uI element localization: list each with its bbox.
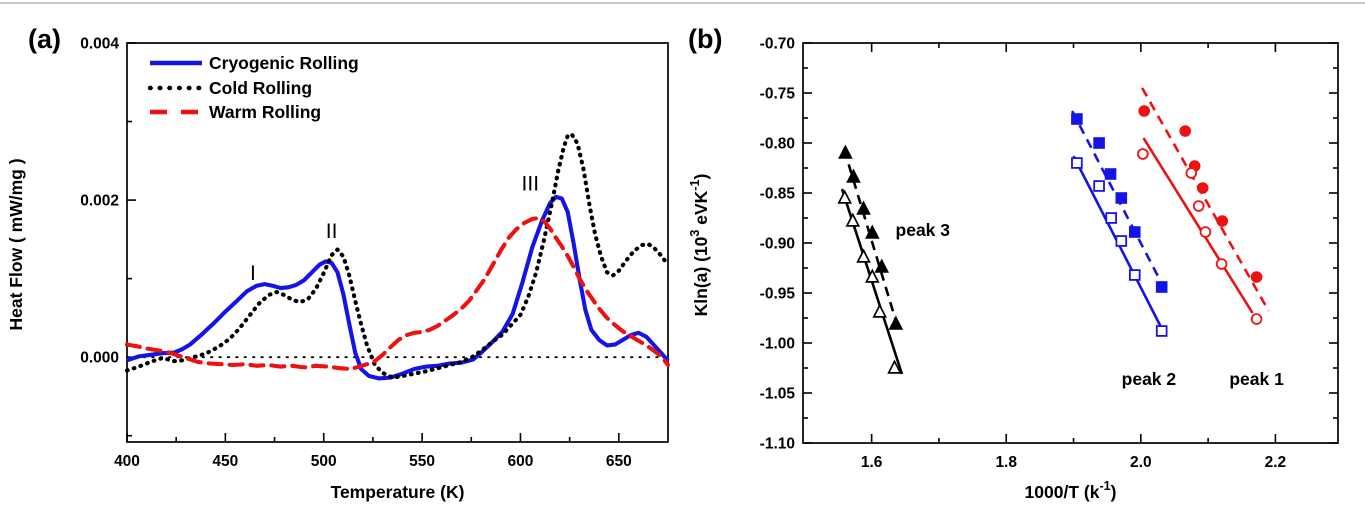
peak-annotation: I [250,262,256,285]
legend-label: Warm Rolling [209,102,321,122]
x-tick-label: 450 [212,453,238,470]
y-tick-label: 0.004 [80,36,119,53]
filled-triangle-marker [888,315,904,330]
open-triangle-marker [856,248,871,263]
filled-square-marker [1155,281,1168,293]
filled-square-marker [1128,226,1141,238]
filled-square-marker [1115,192,1128,204]
y-tick-label: 0.000 [80,350,119,367]
curve-warm-rolling [124,216,671,372]
y-tick-label: -0.95 [760,286,796,303]
legend-label: Cold Rolling [209,78,312,98]
open-triangle-marker [872,303,888,318]
filled-circle-marker [1250,271,1263,283]
panel-a-heat-flow-chart: 400 450 500 550 600 650 0.004 0.002 0.000 Cryogen… [6,24,671,502]
x-tick-label: 550 [409,453,435,470]
peak-group-label: peak 1 [1229,369,1284,389]
open-square-marker [1105,212,1118,224]
y-tick-label: -1.00 [760,336,795,353]
open-triangle-marker [845,212,861,227]
x-tick-label: 500 [311,453,337,470]
y-axis-title: Kln(a) (103 eVK-1) [688,174,711,317]
filled-square-marker [1104,168,1117,180]
peak-annotation: II [326,220,338,243]
y-tick-label: -0.80 [760,136,795,153]
open-square-marker [1155,325,1168,337]
panel-letter-a: (a) [28,24,61,54]
y-axis-title: Heat Flow ( mW/mg ) [6,158,26,330]
y-tick-label: -0.75 [760,86,796,103]
x-tick-label: 400 [114,453,140,470]
filled-triangle-marker [874,258,890,273]
filled-square-marker [1093,137,1105,149]
peak-group-label: peak 2 [1122,369,1177,389]
fit-line-peak-1-filled [1141,87,1270,312]
peak-group-label: peak 3 [896,220,951,240]
filled-square-marker [1071,113,1083,125]
y-tick-label: -1.05 [760,386,796,403]
x-tick-label: 1.8 [995,454,1017,471]
open-circle-marker [1250,313,1263,325]
x-tick-label: 1.6 [861,454,883,471]
open-circle-marker [1137,148,1149,160]
y-tick-label: -0.85 [760,186,796,203]
y-tick-label: -0.70 [760,36,795,53]
filled-circle-marker [1196,182,1209,194]
top-rule [0,2,1365,4]
filled-circle-marker [1216,215,1229,227]
x-tick-label: 650 [606,453,632,470]
y-tick-label: -0.90 [760,236,795,253]
open-triangle-marker [887,359,902,374]
open-square-marker [1115,235,1128,247]
curve-cryogenic-rolling [126,194,670,381]
open-triangle-marker [865,268,880,283]
filled-triangle-marker [865,224,880,239]
fit-line-peak-1-open [1142,137,1254,314]
open-circle-marker [1199,226,1212,238]
open-circle-marker [1192,200,1205,212]
y-tick-label: 0.002 [80,193,119,210]
plot-box [126,42,669,443]
x-tick-label: 2.0 [1130,454,1152,471]
open-triangle-marker [837,189,853,204]
open-circle-marker [1215,258,1228,270]
open-circle-marker [1185,167,1198,179]
x-tick-label: 600 [508,453,534,470]
panel-letter-b: (b) [688,24,722,54]
filled-triangle-marker [838,144,853,159]
peak-annotation: III [522,173,540,196]
filled-triangle-marker [856,200,871,215]
y-tick-label: -1.10 [760,436,795,453]
open-square-marker [1128,269,1141,281]
x-axis-title: Temperature (K) [331,482,465,502]
filled-circle-marker [1179,125,1192,137]
open-square-marker [1093,180,1105,192]
open-square-marker [1071,157,1083,169]
legend-label: Cryogenic Rolling [209,53,359,73]
filled-circle-marker [1138,105,1150,117]
filled-triangle-marker [846,168,861,183]
panel-b-kln-chart: 1.6 1.8 2.0 2.2 -0.70 -0.75 -0.80 -0.85 -0.90 -0.… [688,24,1339,502]
x-axis-title: 1000/T (k-1) [1025,479,1117,502]
x-tick-label: 2.2 [1265,454,1287,471]
